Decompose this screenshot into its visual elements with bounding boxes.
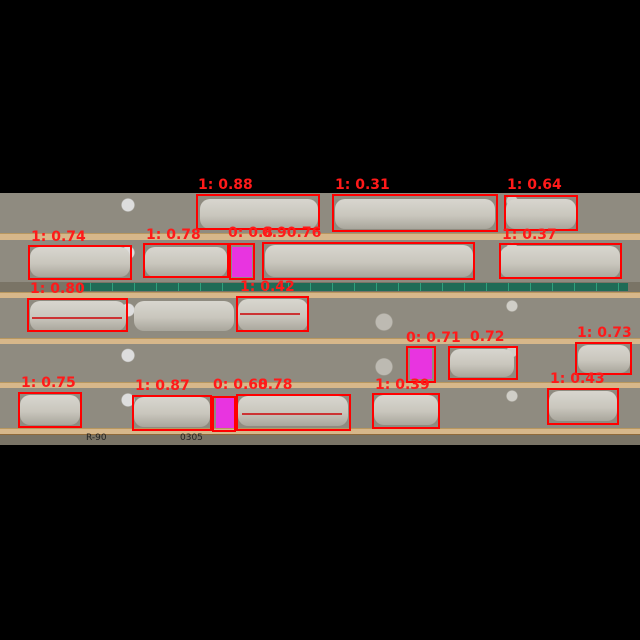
- detection-box: [236, 296, 309, 332]
- fracture-line: [32, 317, 122, 319]
- detection-label: 1: 0.31: [335, 177, 390, 193]
- detection-label: 1: 0.39: [375, 377, 430, 393]
- label-tag: [216, 398, 234, 428]
- detection-box: [499, 243, 622, 279]
- detection-box: [196, 194, 320, 230]
- detection-box: [448, 346, 518, 380]
- detection-label: 0.72: [470, 329, 505, 345]
- detection-box: [143, 243, 229, 278]
- detection-label: 1: 0.42: [240, 279, 295, 295]
- handwritten-label: R-90: [86, 433, 107, 443]
- detection-box: [547, 388, 619, 425]
- detection-box: [28, 245, 132, 280]
- core-piece: [145, 247, 227, 277]
- detection-box: [236, 394, 351, 431]
- detection-box: [575, 342, 632, 375]
- core-piece: [335, 199, 495, 229]
- detection-label: 1: 0.73: [577, 325, 632, 341]
- detection-box: [406, 346, 436, 383]
- core-row-4: [0, 344, 640, 382]
- core-piece: [200, 199, 318, 229]
- detection-label: 1: 0.80: [30, 281, 85, 297]
- detection-label: 0.78: [258, 377, 293, 393]
- core-piece: [450, 349, 514, 377]
- detection-label: 1: 0.75: [21, 375, 76, 391]
- core-piece: [506, 199, 576, 229]
- core-piece: [238, 299, 308, 331]
- detection-label: 1: 0.37: [502, 227, 557, 243]
- fracture-line: [240, 313, 300, 315]
- detection-box: [229, 243, 255, 280]
- core-piece: [578, 345, 630, 373]
- handwritten-label: 0305: [180, 433, 203, 443]
- detection-box: [212, 396, 236, 432]
- core-piece: [134, 301, 234, 331]
- detection-box: [18, 392, 82, 428]
- wood-divider: [0, 428, 640, 435]
- detection-label: 0: 0.68: [213, 377, 268, 393]
- detection-label: 1: 0.88: [198, 177, 253, 193]
- label-tag: [410, 349, 432, 379]
- detection-label: 0.90.76: [262, 225, 322, 241]
- detection-box: [504, 195, 578, 231]
- detection-label: 1: 0.74: [31, 229, 86, 245]
- core-box-photo: R-90 0305: [0, 193, 640, 445]
- detection-label: 0: 0.71: [406, 330, 461, 346]
- detection-box: [262, 242, 475, 280]
- core-piece: [374, 395, 438, 425]
- detection-label: 1: 0.78: [146, 227, 201, 243]
- core-piece: [20, 395, 80, 425]
- detection-label: 1: 0.43: [550, 371, 605, 387]
- fracture-line: [242, 413, 342, 415]
- detection-box: [132, 395, 212, 431]
- detection-box: [332, 194, 498, 232]
- core-piece: [238, 396, 348, 426]
- core-piece: [500, 246, 620, 278]
- core-piece: [134, 397, 210, 427]
- core-piece: [30, 301, 126, 331]
- core-piece: [265, 245, 473, 277]
- detection-label: 1: 0.87: [135, 378, 190, 394]
- label-tag: [232, 247, 252, 277]
- detection-box: [27, 298, 128, 332]
- detection-label: 1: 0.64: [507, 177, 562, 193]
- depth-marker-strip: [80, 283, 628, 291]
- core-piece: [30, 247, 130, 277]
- detection-box: [372, 393, 440, 429]
- detection-label: 0: 0.8: [228, 225, 274, 241]
- core-piece: [549, 391, 617, 421]
